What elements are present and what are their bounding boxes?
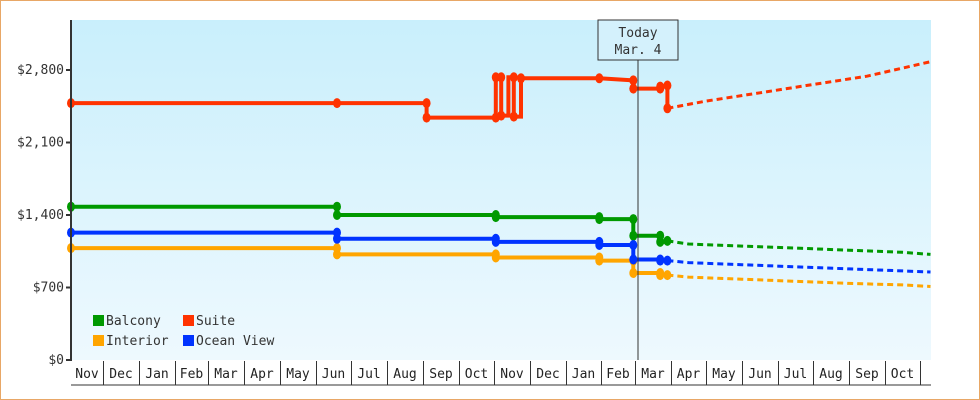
data-point[interactable] [595,214,604,225]
series-balcony [67,201,931,256]
month-label: Sep [855,367,879,382]
month-label: Mar [641,367,665,382]
month-label: Dec [109,367,132,382]
series-layer [67,60,931,288]
data-point[interactable] [629,83,638,94]
forecast-line [667,259,931,274]
month-label: May [286,367,310,382]
data-point[interactable] [656,81,665,92]
data-point[interactable] [333,201,341,212]
forecast-line [667,273,931,288]
data-point[interactable] [629,230,638,241]
data-point[interactable] [491,212,500,223]
plot-area [71,20,931,360]
y-tick-label: $2,800 [17,63,64,78]
x-axis-months: Nov Dec Jan Feb Mar Apr May Jun Jul Aug Sep Oct Nov D… [71,361,931,386]
legend-label: Balcony [106,314,161,329]
data-point[interactable] [595,255,604,266]
month-label: Jun [748,367,771,382]
data-point[interactable] [491,236,500,247]
y-axis: $0 $700 $1,400 $2,100 $2,800 [17,20,72,368]
data-point[interactable] [497,110,506,121]
month-label: Nov [75,367,99,382]
data-point[interactable] [509,111,518,122]
data-point[interactable] [333,98,341,109]
data-point[interactable] [663,103,672,114]
legend-label: Ocean View [196,334,274,349]
data-point[interactable] [517,73,525,84]
y-tick-label: $2,100 [17,136,64,151]
legend-swatch [183,315,194,326]
data-point[interactable] [595,240,604,250]
data-point[interactable] [629,254,638,265]
forecast-line [667,60,931,110]
month-label: Mar [214,367,238,382]
month-label: Feb [180,367,204,382]
month-label: Dec [536,367,559,382]
data-point[interactable] [422,112,431,123]
data-point[interactable] [663,270,672,281]
data-point[interactable] [656,255,665,266]
data-point[interactable] [663,80,672,91]
data-point[interactable] [656,236,665,247]
today-marker: Today Mar. 4 [597,19,679,360]
legend-item-balcony[interactable]: Balcony [93,314,161,329]
today-date: Mar. 4 [615,43,662,58]
month-label: Oct [465,367,488,382]
month-label: May [712,367,736,382]
month-label: Aug [819,367,842,382]
month-label: Apr [250,367,274,382]
data-point[interactable] [663,255,672,266]
today-label: Today [618,26,657,41]
series-interior [67,243,931,288]
legend-item-interior[interactable]: Interior [93,334,169,349]
series-suite [67,60,931,123]
legend-label: Suite [196,314,235,329]
data-point[interactable] [629,240,638,250]
month-label: Jul [357,367,380,382]
data-point[interactable] [333,249,341,260]
data-point[interactable] [333,233,341,244]
legend-swatch [183,335,194,346]
month-label: Jan [145,367,168,382]
data-point[interactable] [663,235,672,246]
month-label: Jul [784,367,807,382]
month-label: Feb [606,367,630,382]
legend-item-ocean-view[interactable]: Ocean View [183,334,274,349]
month-label: Aug [393,367,416,382]
legend: Balcony Suite Interior Ocean View [93,314,274,349]
data-point[interactable] [595,73,604,84]
legend-swatch [93,335,104,346]
month-label: Jun [322,367,345,382]
legend-item-suite[interactable]: Suite [183,314,235,329]
forecast-line [667,239,931,256]
month-label: Jan [572,367,595,382]
legend-label: Interior [106,334,169,349]
month-label: Oct [891,367,914,382]
data-point[interactable] [656,270,665,281]
today-box [597,19,679,61]
month-label: Sep [429,367,453,382]
data-point[interactable] [629,268,638,278]
data-point[interactable] [629,214,638,225]
y-tick-label: $0 [48,353,64,368]
month-label: Nov [500,367,524,382]
data-point[interactable] [491,252,500,263]
y-tick-label: $1,400 [17,208,64,223]
data-point[interactable] [629,75,638,86]
series-ocean-view [67,227,931,274]
data-point[interactable] [509,72,518,83]
data-point[interactable] [497,72,506,83]
data-point[interactable] [422,98,431,109]
y-tick-label: $700 [33,281,64,296]
legend-swatch [93,315,104,326]
data-point[interactable] [333,210,341,220]
month-label: Apr [677,367,701,382]
